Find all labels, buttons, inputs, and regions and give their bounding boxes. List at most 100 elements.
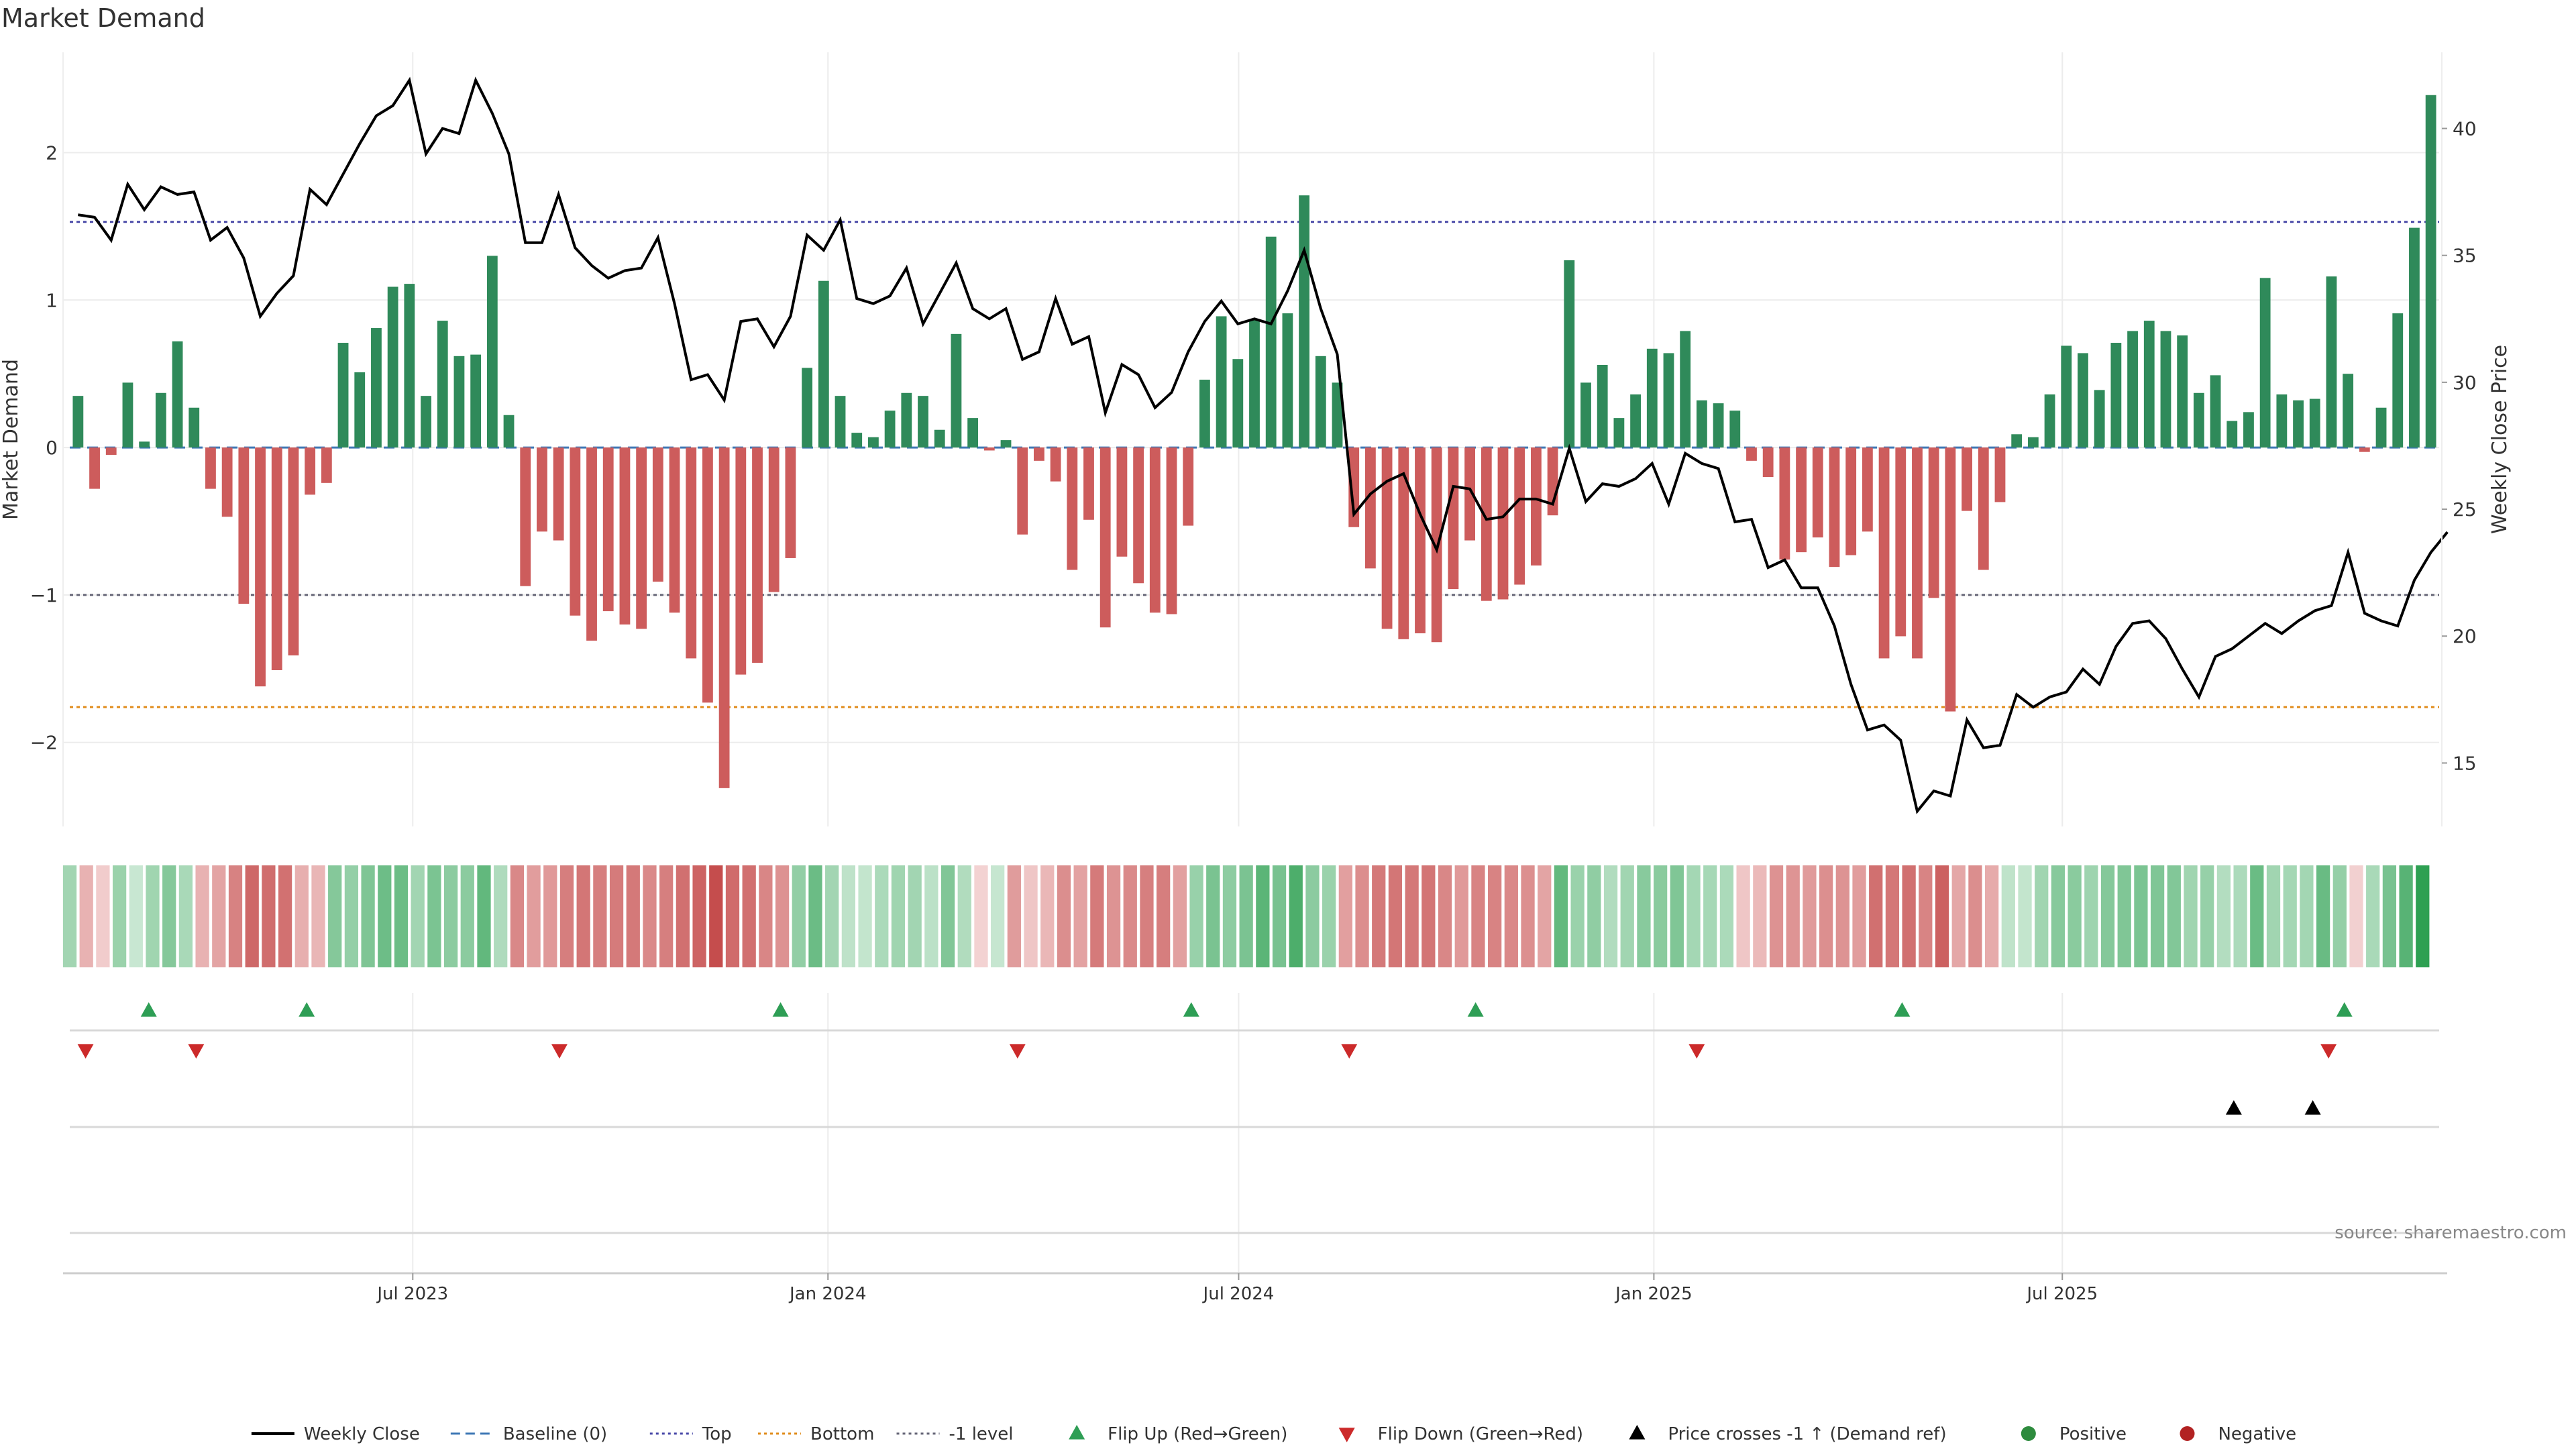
heat-cell	[328, 865, 342, 967]
demand-bar	[1928, 447, 1939, 598]
demand-bar	[2276, 394, 2288, 448]
demand-bar	[537, 447, 547, 532]
demand-bar	[1348, 447, 1360, 527]
heat-cell	[1753, 865, 1767, 967]
flip-up-marker	[772, 1002, 789, 1017]
demand-bar	[2392, 313, 2404, 448]
heat-cell	[245, 865, 259, 967]
heat-cell	[2233, 865, 2247, 967]
demand-bar	[1464, 447, 1475, 541]
price-cross-markers	[2225, 1100, 2321, 1115]
heat-cell	[2084, 865, 2098, 967]
legend-item: -1 level	[896, 1424, 1014, 1444]
demand-bar	[453, 356, 465, 448]
heat-cell	[1835, 865, 1849, 967]
demand-bar	[2259, 278, 2271, 448]
heat-cell	[195, 865, 209, 967]
heat-cell	[576, 865, 590, 967]
x-tick-label: Jul 2025	[2025, 1284, 2098, 1304]
legend-item: Baseline (0)	[450, 1424, 607, 1444]
demand-bar	[951, 333, 962, 448]
heat-cell	[1289, 865, 1303, 967]
heat-cell	[1521, 865, 1535, 967]
heat-cell	[1189, 865, 1203, 967]
legend-swatch	[2021, 1426, 2036, 1441]
heat-cell	[2216, 865, 2231, 967]
heat-cell	[1654, 865, 1668, 967]
demand-bar	[934, 429, 945, 448]
legend-label: Weekly Close	[304, 1424, 420, 1444]
y-tick-label: −1	[30, 584, 58, 606]
heat-cell	[891, 865, 906, 967]
demand-bar	[1133, 447, 1144, 584]
flip-up-marker	[140, 1002, 157, 1017]
flip-up-markers	[140, 1002, 2353, 1017]
flip-down-marker	[1688, 1044, 1705, 1059]
legend-item: Negative	[2180, 1424, 2296, 1444]
demand-bar	[1912, 447, 1923, 659]
heat-cell	[1803, 865, 1817, 967]
heat-cell	[477, 865, 491, 967]
demand-bar	[2110, 343, 2122, 448]
demand-bar	[2143, 321, 2155, 448]
demand-bar	[586, 447, 597, 641]
demand-bar	[636, 447, 647, 629]
heat-cell	[112, 865, 127, 967]
legend-swatch	[1069, 1425, 1085, 1440]
y-tick-label: 0	[46, 437, 58, 459]
heat-cell	[2349, 865, 2363, 967]
demand-bar	[255, 447, 266, 687]
demand-bar	[702, 447, 713, 703]
legend-label: Negative	[2218, 1424, 2296, 1444]
demand-bar	[1398, 447, 1409, 639]
demand-bar	[785, 447, 796, 558]
heat-cell	[411, 865, 425, 967]
demand-bar	[354, 372, 366, 448]
demand-bar	[437, 321, 448, 448]
demand-bar	[1945, 447, 1956, 712]
demand-bar	[1978, 447, 1989, 570]
heat-cell	[1007, 865, 1021, 967]
demand-bar	[1514, 447, 1525, 585]
demand-bar	[105, 447, 117, 455]
legend-item: Flip Down (Green→Red)	[1338, 1424, 1583, 1444]
heat-cell	[957, 865, 971, 967]
flip-up-marker	[1467, 1002, 1484, 1017]
heat-cell	[2184, 865, 2198, 967]
heat-cell	[510, 865, 525, 967]
heat-cell	[2200, 865, 2214, 967]
demand-bar	[1613, 418, 1625, 448]
heat-cell	[1984, 865, 1999, 967]
demand-bar	[1597, 364, 1608, 448]
heat-cell	[991, 865, 1005, 967]
heat-cell	[1355, 865, 1369, 967]
heat-cell	[1438, 865, 1452, 967]
heat-cell	[908, 865, 922, 967]
heat-cell	[1421, 865, 1436, 967]
heat-cell	[2001, 865, 2015, 967]
demand-bar	[553, 447, 564, 541]
demand-bar	[835, 396, 846, 448]
demand-bar	[1232, 359, 1244, 448]
heat-cell	[146, 865, 160, 967]
heat-cell	[875, 865, 889, 967]
heat-cell	[2266, 865, 2281, 967]
demand-bar	[2094, 390, 2105, 448]
heat-cell	[1157, 865, 1171, 967]
y2-tick-label: 15	[2453, 752, 2477, 774]
demand-bar	[421, 396, 431, 448]
flip-up-marker	[1894, 1002, 1911, 1017]
demand-bar	[1680, 331, 1691, 448]
demand-bar	[1845, 447, 1857, 555]
heat-cell	[378, 865, 392, 967]
legend-label: Positive	[2059, 1424, 2127, 1444]
heat-cell	[1454, 865, 1468, 967]
heat-cell	[626, 865, 640, 967]
heat-cell	[62, 865, 77, 967]
heat-cell	[643, 865, 657, 967]
demand-bar	[2011, 434, 2023, 448]
heat-cell	[1305, 865, 1320, 967]
demand-bar	[1067, 447, 1078, 570]
demand-bar	[2309, 398, 2320, 448]
legend-item: Top	[649, 1424, 732, 1444]
